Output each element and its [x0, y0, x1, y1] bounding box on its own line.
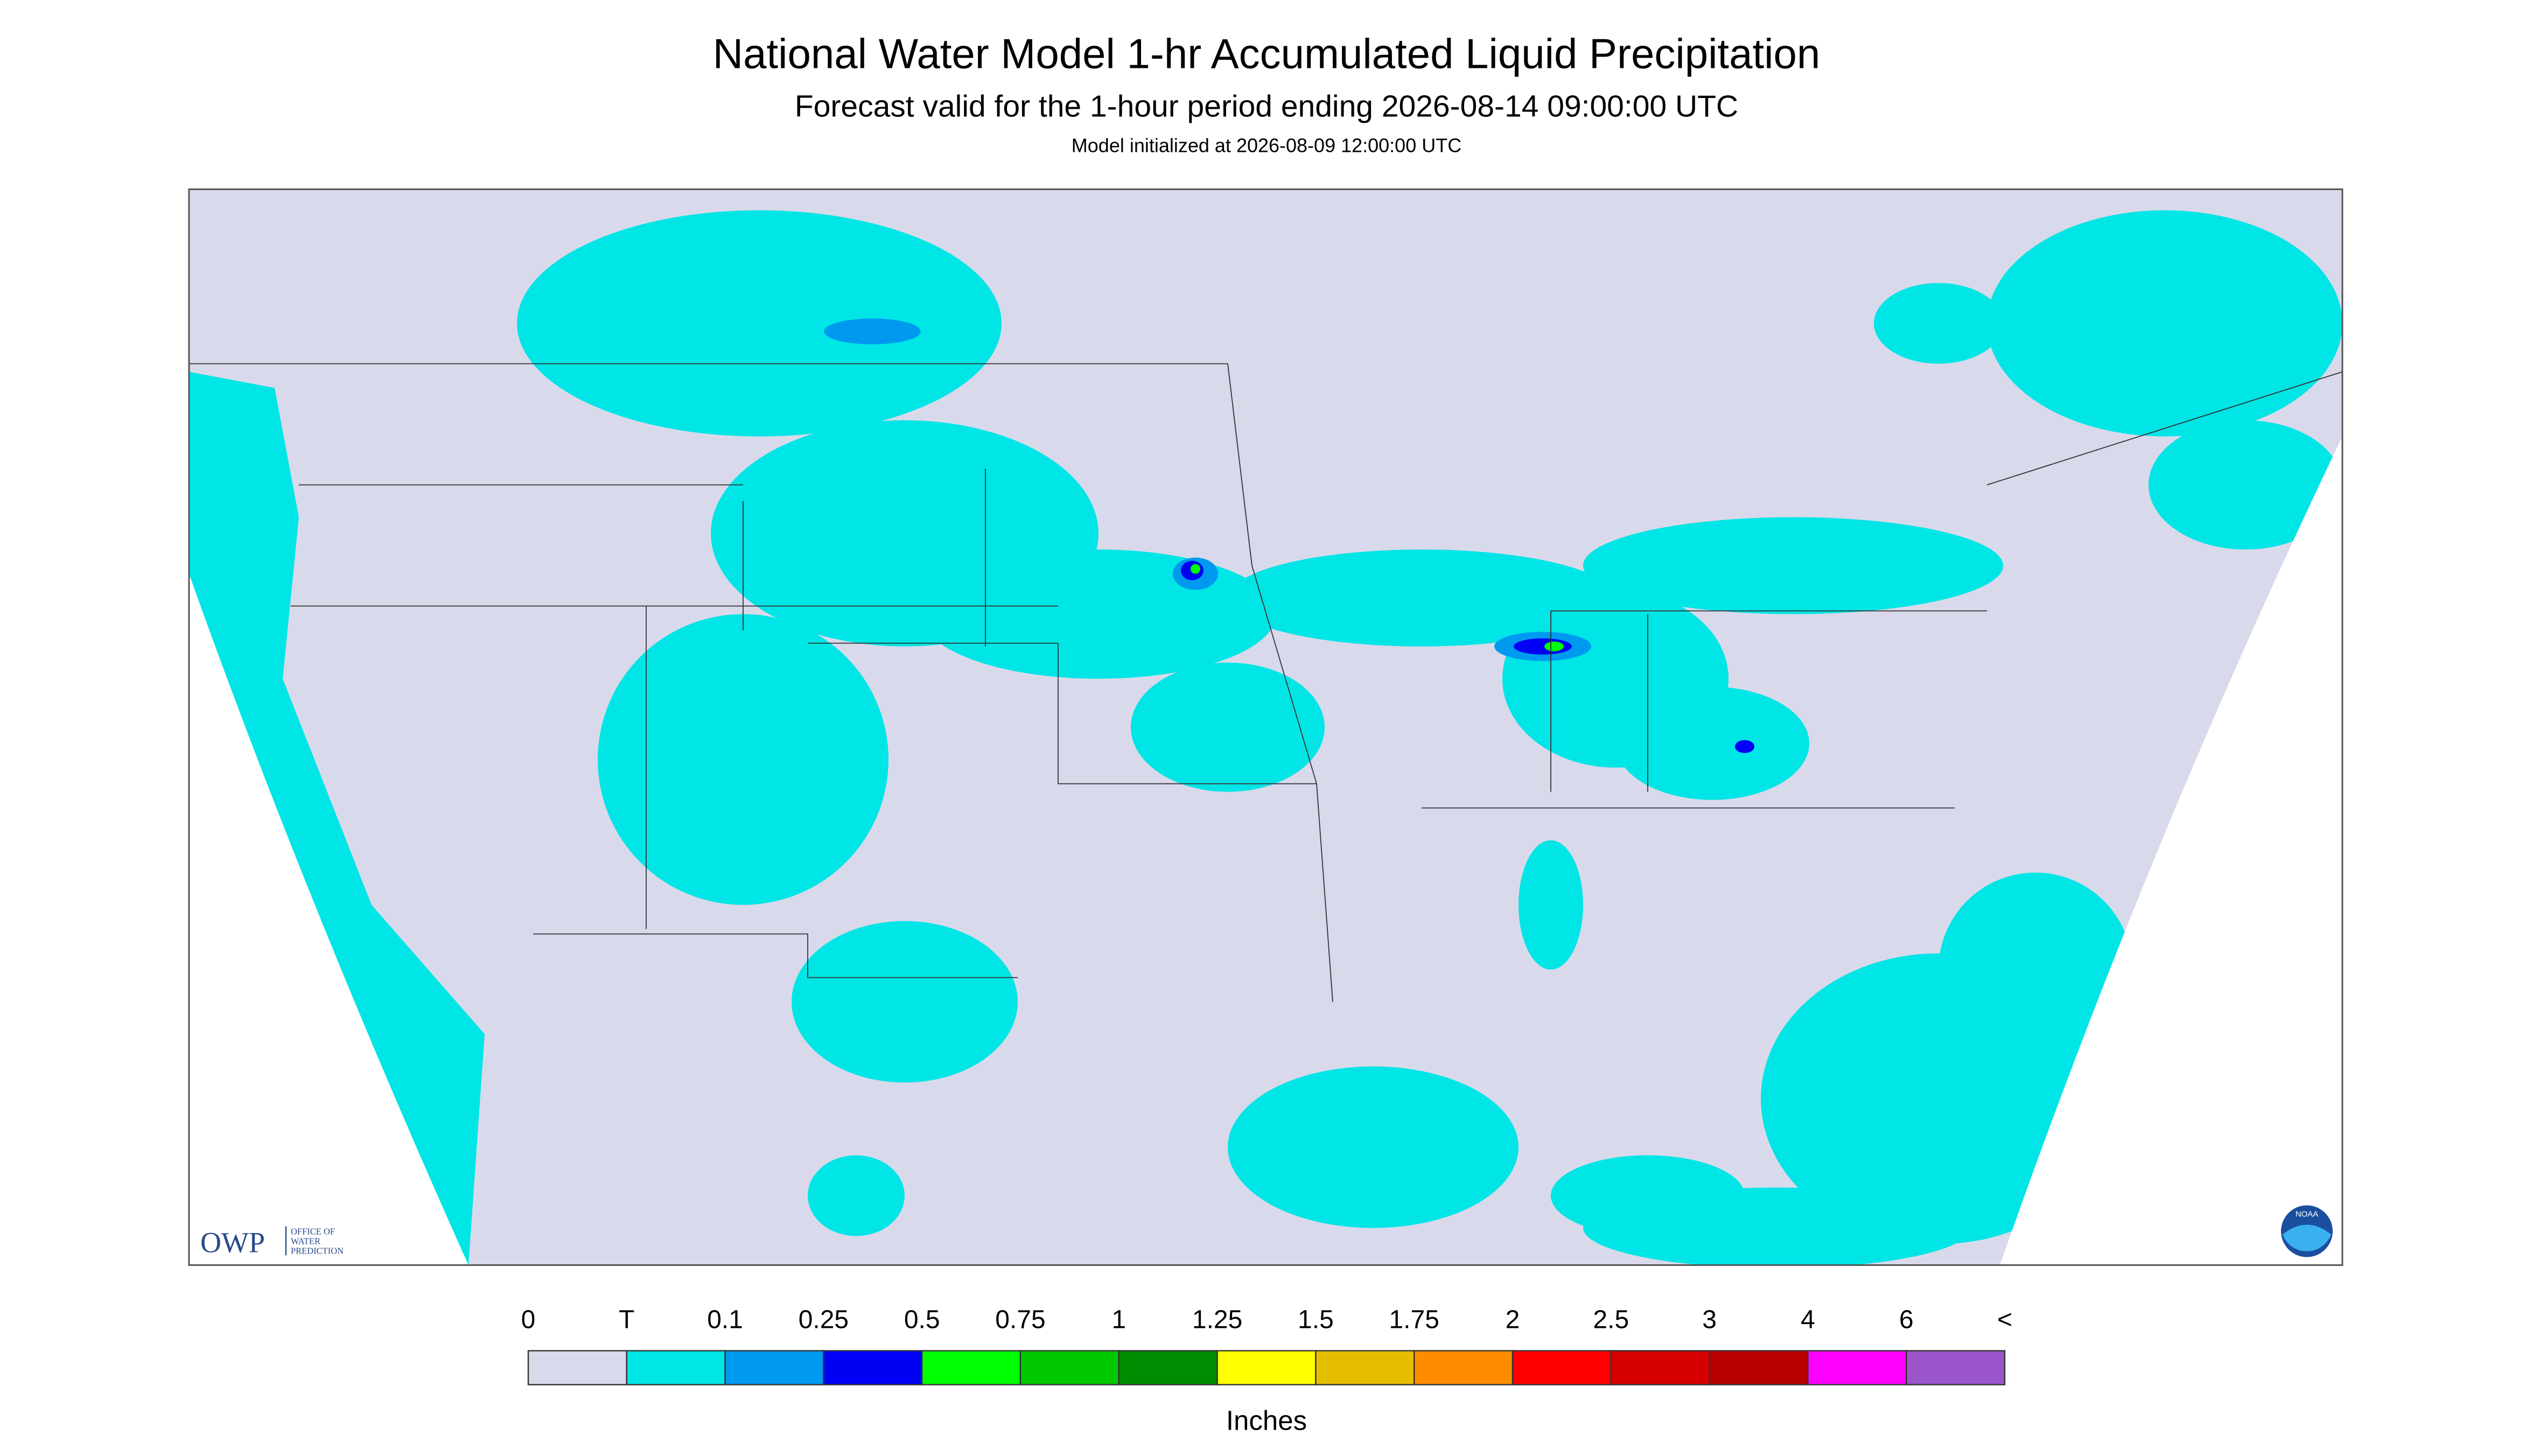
logo-name: WATER — [291, 1236, 320, 1247]
legend-swatch — [1610, 1350, 1710, 1385]
legend-swatch — [1315, 1350, 1415, 1385]
legend-swatch — [1709, 1350, 1809, 1385]
legend-label: 2 — [1506, 1306, 1520, 1334]
legend-label: 4 — [1801, 1306, 1815, 1334]
legend-unit: Inches — [1226, 1405, 1307, 1436]
legend-swatch — [626, 1350, 726, 1385]
subtitle: Forecast valid for the 1-hour period end… — [795, 89, 1738, 124]
legend-label: 3 — [1702, 1306, 1717, 1334]
legend-label: 0.75 — [995, 1306, 1045, 1334]
legend-swatch — [1216, 1350, 1317, 1385]
legend-label: 0.5 — [904, 1306, 940, 1334]
legend: 0 T 0.1 0.25 0.5 0.75 1 1.25 1.5 1.75 2 2.5 3 4 6 < — [521, 1306, 2012, 1385]
legend-label: 0 — [521, 1306, 536, 1334]
logo-name: OFFICE OF — [291, 1227, 335, 1237]
legend-swatch — [1512, 1350, 1612, 1385]
legend-swatch — [1118, 1350, 1218, 1385]
legend-swatch — [921, 1350, 1021, 1385]
legend-label: 1.75 — [1389, 1306, 1439, 1334]
legend-label: 1.5 — [1298, 1306, 1334, 1334]
legend-swatch — [1019, 1350, 1120, 1385]
map: OWP OFFICE OF WATER PREDICTION NOAA — [188, 188, 2343, 1266]
legend-label: T — [619, 1306, 634, 1334]
legend-label: 1.25 — [1192, 1306, 1242, 1334]
legend-label: 0.25 — [799, 1306, 849, 1334]
legend-label: 0.1 — [707, 1306, 743, 1334]
legend-label: 6 — [1899, 1306, 1914, 1334]
legend-swatch — [724, 1350, 824, 1385]
logo-name: PREDICTION — [291, 1246, 344, 1256]
legend-swatch — [1905, 1350, 2006, 1385]
title: National Water Model 1-hr Accumulated Li… — [713, 30, 1821, 78]
precip-field — [189, 189, 2342, 1265]
legend-swatch — [1414, 1350, 1514, 1385]
noaa-text: NOAA — [2296, 1210, 2319, 1219]
init-time: Model initialized at 2026-08-09 12:00:00… — [1072, 135, 1461, 157]
legend-swatch — [1807, 1350, 1907, 1385]
legend-label: < — [1997, 1306, 2012, 1334]
logo-abbr: OWP — [200, 1227, 265, 1259]
legend-label: 2.5 — [1593, 1306, 1629, 1334]
legend-swatch — [527, 1350, 628, 1385]
legend-swatch — [823, 1350, 923, 1385]
legend-label: 1 — [1111, 1306, 1126, 1334]
